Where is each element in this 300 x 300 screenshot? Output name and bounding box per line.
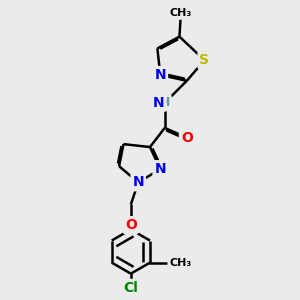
Text: N: N [154,162,166,176]
Text: N: N [152,96,164,110]
Text: N: N [132,176,144,189]
Text: H: H [160,96,170,110]
Text: CH₃: CH₃ [170,8,192,18]
Text: O: O [125,218,137,232]
Text: O: O [181,130,193,145]
Text: Cl: Cl [123,281,138,295]
Text: CH₃: CH₃ [169,258,191,268]
Text: S: S [200,53,209,67]
Text: N: N [154,68,166,82]
